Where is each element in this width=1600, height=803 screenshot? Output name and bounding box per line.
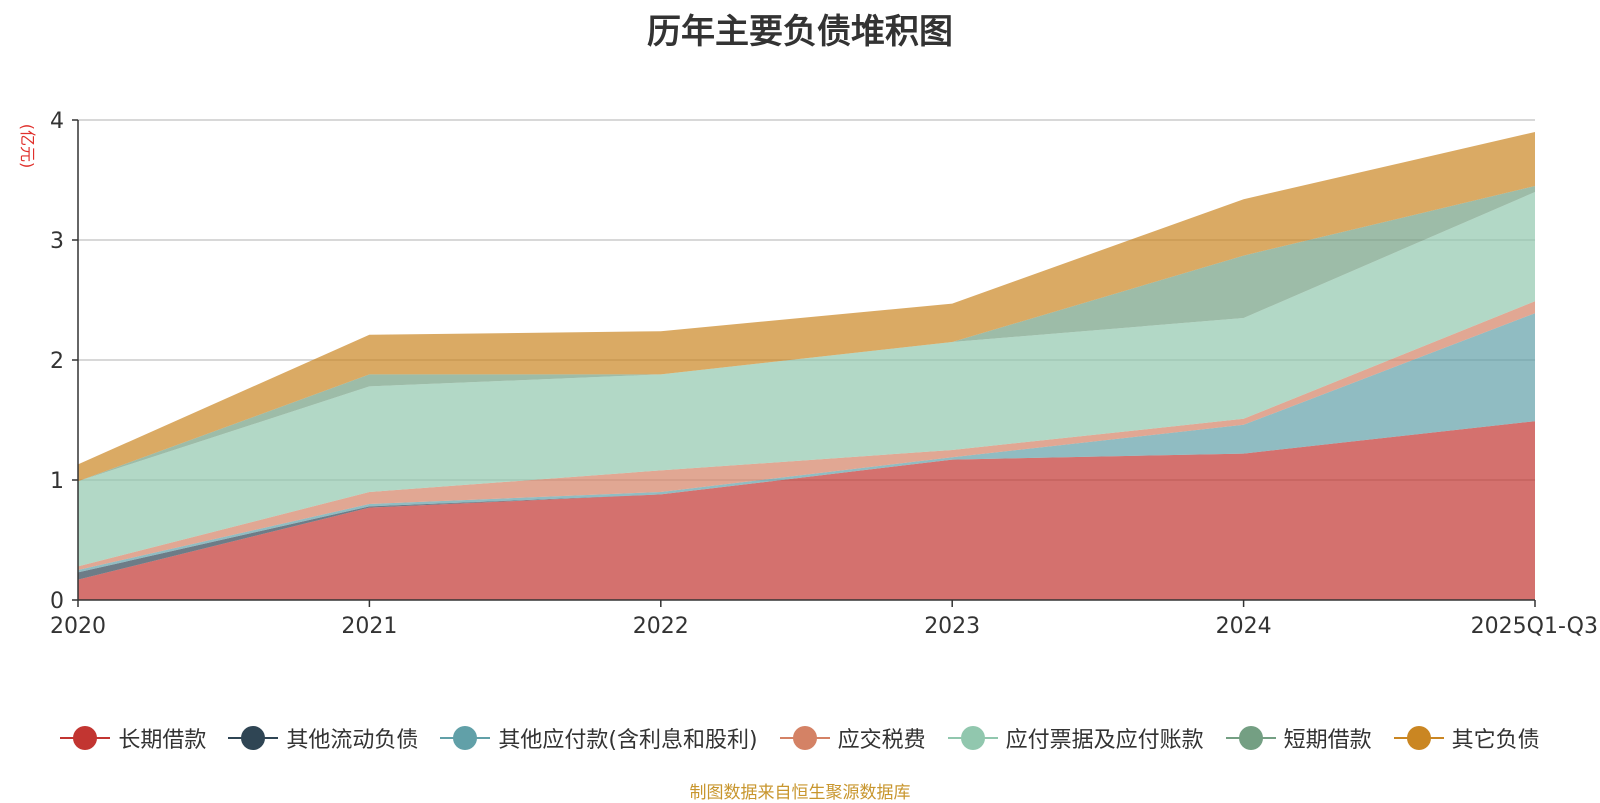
area-series-layer — [78, 132, 1535, 600]
legend-marker-icon — [228, 726, 279, 750]
legend-item-3[interactable]: 应交税费 — [779, 722, 926, 754]
y-tick-label-1: 1 — [50, 469, 64, 494]
x-tick-label-5: 2025Q1-Q3 — [1471, 614, 1598, 639]
legend-marker-icon — [1393, 726, 1444, 750]
legend-label: 长期借款 — [118, 728, 207, 753]
y-tick-label-4: 4 — [50, 109, 64, 134]
source-note: 制图数据来自恒生聚源数据库 — [689, 783, 911, 803]
y-tick-label-2: 2 — [50, 349, 64, 374]
stacked-area-chart: 0 1 2 3 4 2020 2021 2022 2023 2024 2025Q1-Q3 (亿元) — [18, 109, 1598, 639]
x-tick-label-1: 2021 — [341, 614, 397, 639]
legend-marker-icon — [440, 726, 491, 750]
area-series-4[interactable] — [78, 192, 1535, 567]
legend-item-0[interactable]: 长期借款 — [60, 722, 206, 754]
legend-label: 应交税费 — [837, 728, 926, 753]
y-tick-label-0: 0 — [50, 589, 64, 614]
legend-marker-icon — [779, 726, 830, 750]
legend-item-4[interactable]: 应付票据及应付账款 — [947, 722, 1204, 754]
legend-marker-icon — [60, 726, 111, 750]
area-series-0[interactable] — [78, 421, 1535, 600]
legend-label: 其他应付款(含利息和股利) — [498, 728, 758, 753]
legend-marker-icon — [947, 726, 998, 750]
legend: 长期借款 其他流动负债 其他应付款(含利息和股利) 应交税费 应付票据及应付账款 短期借款… — [0, 718, 1600, 758]
legend-item-6[interactable]: 其它负债 — [1393, 722, 1540, 754]
legend-label: 其他流动负债 — [286, 728, 419, 753]
axes: 0 1 2 3 4 2020 2021 2022 2023 2024 2025Q1-Q3 — [50, 109, 1598, 639]
area-series-2[interactable] — [78, 313, 1535, 573]
chart-title: 历年主要负债堆积图 — [647, 12, 953, 52]
legend-item-2[interactable]: 其他应付款(含利息和股利) — [440, 722, 758, 754]
area-series-6[interactable] — [78, 132, 1535, 482]
legend-label: 应付票据及应付账款 — [1005, 728, 1204, 753]
y-axis-label: (亿元) — [18, 124, 37, 169]
legend-label: 其它负债 — [1451, 728, 1540, 753]
x-tick-label-3: 2023 — [924, 614, 980, 639]
legend-item-5[interactable]: 短期借款 — [1225, 722, 1372, 754]
x-tick-label-0: 2020 — [50, 614, 106, 639]
y-tick-label-3: 3 — [50, 229, 64, 254]
x-tick-label-4: 2024 — [1216, 614, 1272, 639]
legend-item-1[interactable]: 其他流动负债 — [228, 722, 418, 754]
legend-marker-icon — [1225, 726, 1276, 750]
x-tick-label-2: 2022 — [633, 614, 689, 639]
legend-label: 短期借款 — [1283, 728, 1372, 753]
